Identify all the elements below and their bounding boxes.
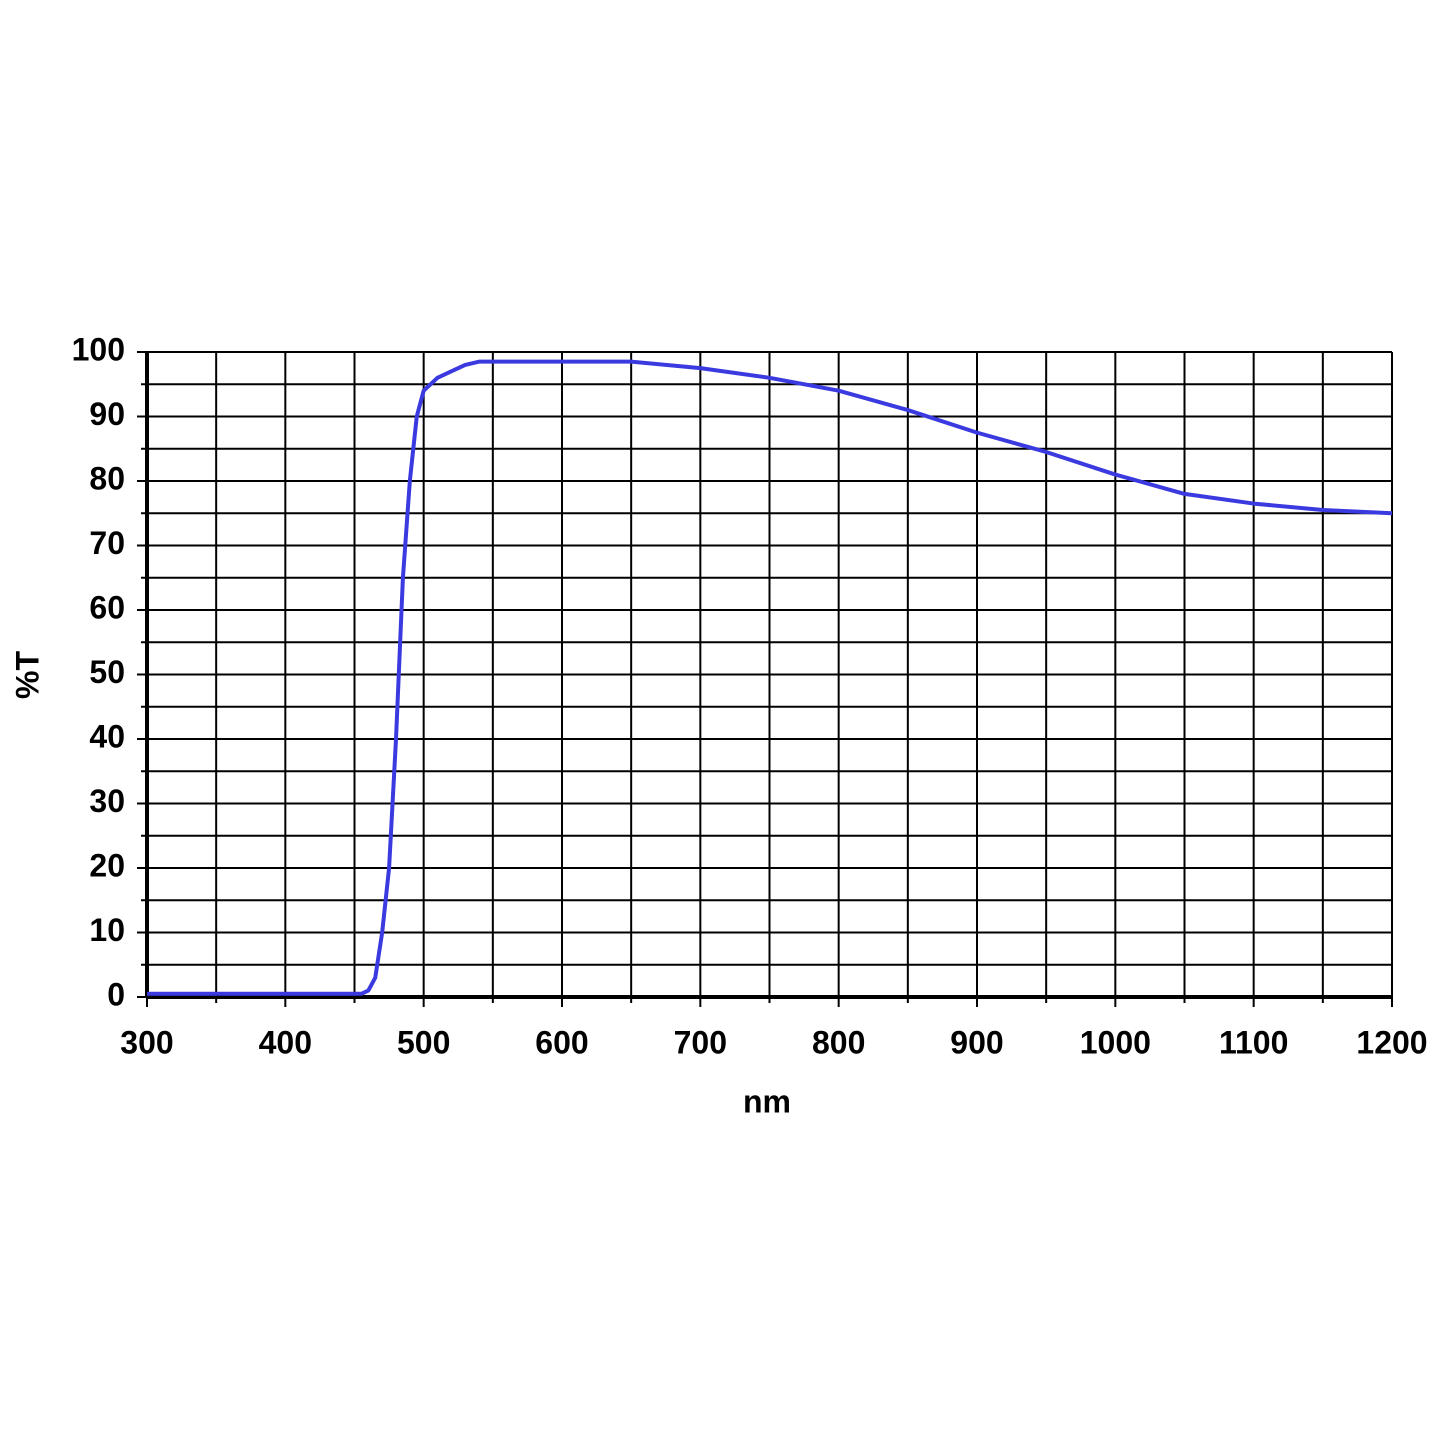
- x-tick-label: 600: [535, 1024, 588, 1060]
- x-axis-label: nm: [743, 1083, 791, 1119]
- x-tick-label: 1200: [1356, 1024, 1427, 1060]
- y-tick-label: 10: [89, 912, 125, 948]
- y-tick-label: 70: [89, 525, 125, 561]
- x-tick-label: 300: [120, 1024, 173, 1060]
- data-line: [147, 359, 1393, 996]
- x-tick-label: 800: [812, 1024, 865, 1060]
- x-tick-label: 900: [950, 1024, 1003, 1060]
- x-tick-label: 700: [674, 1024, 727, 1060]
- y-tick-label: 50: [89, 654, 125, 690]
- x-tick-label: 1000: [1080, 1024, 1151, 1060]
- x-tick-label: 1100: [1219, 1024, 1288, 1060]
- y-tick-label: 20: [89, 847, 125, 883]
- y-tick-label: 90: [89, 396, 125, 432]
- x-tick-label: 400: [259, 1024, 312, 1060]
- y-tick-label: 30: [89, 783, 125, 819]
- y-tick-label: 100: [72, 331, 125, 367]
- y-tick-label: 60: [89, 589, 125, 625]
- y-tick-label: 80: [89, 460, 125, 496]
- x-tick-label: 500: [397, 1024, 450, 1060]
- y-axis-label: %T: [9, 651, 45, 699]
- y-tick-label: 40: [89, 718, 125, 754]
- y-tick-label: 0: [107, 976, 125, 1012]
